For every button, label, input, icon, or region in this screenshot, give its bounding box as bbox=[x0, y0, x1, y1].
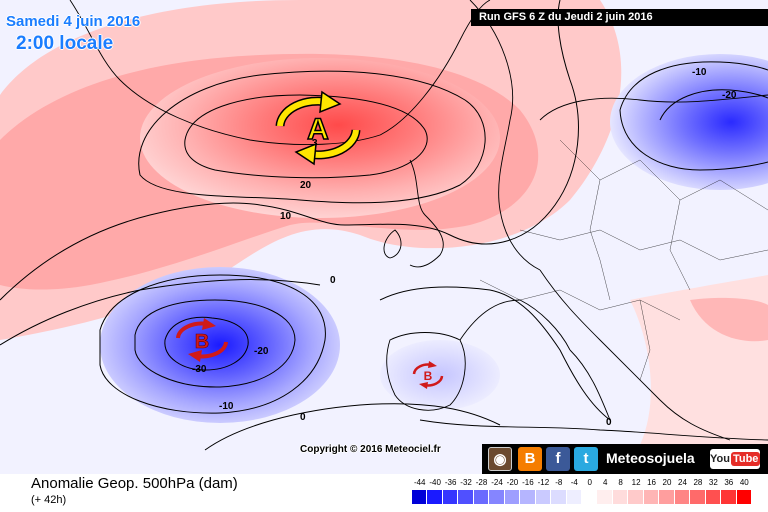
svg-text:B: B bbox=[424, 369, 433, 383]
legend-swatch bbox=[659, 490, 675, 504]
legend-swatch bbox=[721, 490, 737, 504]
forecast-hour: (+ 42h) bbox=[31, 494, 67, 506]
contour-20 bbox=[138, 70, 486, 204]
legend-tick-label: 24 bbox=[678, 478, 687, 487]
legend-swatch bbox=[582, 490, 598, 504]
legend-swatch bbox=[674, 490, 691, 504]
legend-swatch bbox=[690, 490, 706, 504]
contour-high-inner bbox=[184, 94, 428, 179]
contour-label: 0 bbox=[330, 275, 336, 286]
legend-tick-label: 8 bbox=[618, 478, 623, 487]
low-pressure-symbol: B bbox=[176, 318, 228, 362]
legend-tick-label: -32 bbox=[460, 478, 472, 487]
contour-labels: 20 10 0 -20 -10 0 0 -10 -20 3 -30 bbox=[192, 67, 737, 428]
legend-tick-label: -12 bbox=[537, 478, 550, 487]
youtube-logo[interactable]: You Tube bbox=[710, 449, 761, 469]
forecast-date: Samedi 4 juin 2016 bbox=[6, 13, 141, 30]
legend-swatch bbox=[473, 490, 490, 504]
trough-ne bbox=[610, 54, 768, 190]
parameter-title: Anomalie Geop. 500hPa (dam) bbox=[31, 475, 238, 492]
low-pressure-symbol-iberia: B bbox=[412, 361, 444, 389]
contour-label: -10 bbox=[692, 67, 707, 78]
contour-low-outer bbox=[99, 274, 326, 414]
legend-tick-label: -24 bbox=[491, 478, 503, 487]
legend-swatch bbox=[612, 490, 629, 504]
youtube-you: You bbox=[710, 453, 730, 465]
legend-tick-label: -44 bbox=[413, 478, 426, 487]
legend-swatch bbox=[705, 490, 722, 504]
contour-label: 20 bbox=[300, 180, 312, 191]
legend-tick-label: 36 bbox=[724, 478, 734, 487]
legend-swatch bbox=[504, 490, 521, 504]
trough-iberia bbox=[380, 340, 500, 410]
legend-swatch bbox=[551, 490, 567, 504]
legend-tick-label: 28 bbox=[693, 478, 703, 487]
borders bbox=[479, 139, 768, 381]
contour-label: 0 bbox=[606, 417, 612, 428]
legend-tick-label: 32 bbox=[708, 478, 718, 487]
anomaly-positive-se-2 bbox=[690, 297, 768, 342]
run-info: Run GFS 6 Z du Jeudi 2 juin 2016 bbox=[471, 9, 768, 26]
facebook-icon[interactable]: f bbox=[546, 447, 570, 471]
legend-tick-label: -20 bbox=[506, 478, 519, 487]
legend-swatch bbox=[566, 490, 582, 504]
contour-label: -10 bbox=[219, 401, 234, 412]
contour-label: 0 bbox=[300, 412, 306, 423]
contour-10 bbox=[0, 0, 579, 301]
legend-swatch bbox=[535, 490, 552, 504]
legend-swatch bbox=[489, 490, 505, 504]
contour-label: -20 bbox=[254, 346, 269, 357]
legend-swatch bbox=[427, 490, 443, 504]
legend-tick-label: 20 bbox=[662, 478, 672, 487]
legend-swatch bbox=[442, 490, 459, 504]
instagram-icon[interactable]: ◉ bbox=[488, 447, 512, 471]
high-center-value: 3 bbox=[312, 138, 318, 149]
blogger-icon[interactable]: B bbox=[518, 447, 542, 471]
brand-name[interactable]: Meteosojuela bbox=[606, 450, 695, 466]
legend-tick-label: 4 bbox=[602, 478, 608, 487]
contour-0-iberia bbox=[379, 286, 611, 421]
twitter-icon[interactable]: t bbox=[574, 447, 598, 471]
svg-text:A: A bbox=[307, 113, 329, 146]
legend-tick-label: 12 bbox=[631, 478, 641, 487]
low-center-value: -30 bbox=[192, 364, 207, 375]
legend-swatch bbox=[597, 490, 613, 504]
contour-ne-outer bbox=[619, 61, 768, 111]
legend-swatch bbox=[643, 490, 660, 504]
social-bar: ◉ B f t Meteosojuela You Tube bbox=[482, 444, 768, 474]
legend-swatch bbox=[520, 490, 536, 504]
contour-low-mid bbox=[134, 299, 296, 388]
contour-ne-closure bbox=[619, 109, 768, 171]
legend-tick-label: 40 bbox=[739, 478, 749, 487]
copyright-notice: Copyright © 2016 Meteociel.fr bbox=[300, 444, 441, 455]
contour-label: 10 bbox=[280, 211, 292, 222]
svg-text:B: B bbox=[195, 331, 209, 353]
forecast-local-time: 2:00 locale bbox=[16, 33, 114, 54]
ridge-core bbox=[140, 58, 500, 218]
contour-low-inner bbox=[164, 316, 249, 371]
color-legend: -44 -40 -36 -32 -28 -24 -20 -16 -12 -8 -4 0 4 8 12 16 20… bbox=[412, 478, 752, 510]
legend-tick-label: -36 bbox=[444, 478, 457, 487]
legend-swatch bbox=[628, 490, 644, 504]
contour-label: -20 bbox=[722, 90, 737, 101]
high-pressure-symbol: A bbox=[275, 90, 361, 166]
legend-swatch bbox=[736, 490, 752, 504]
legend-tick-label: -8 bbox=[555, 478, 563, 487]
trough-atlantic bbox=[100, 267, 340, 423]
legend-tick-label: -16 bbox=[522, 478, 534, 487]
contours bbox=[0, 0, 768, 451]
youtube-tube: Tube bbox=[730, 452, 761, 466]
legend-tick-label: -4 bbox=[570, 478, 578, 487]
legend-swatch bbox=[458, 490, 474, 504]
legend-tick-label: 16 bbox=[647, 478, 656, 487]
contour-0-south bbox=[204, 403, 501, 451]
legend-swatch bbox=[412, 490, 428, 504]
contour-ne-inner bbox=[659, 89, 768, 121]
legend-tick-label: 0 bbox=[587, 478, 592, 487]
coastlines bbox=[69, 0, 768, 441]
legend-tick-label: -40 bbox=[429, 478, 441, 487]
legend-tick-label: -28 bbox=[475, 478, 488, 487]
